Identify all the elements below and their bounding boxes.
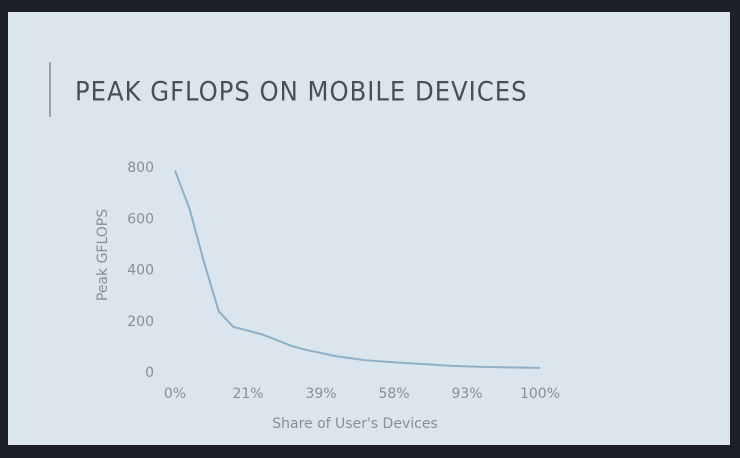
x-tick-label: 58% [378,386,409,402]
y-tick-label: 800 [127,160,154,176]
y-tick-label: 400 [127,263,154,279]
x-tick-label: 93% [451,386,482,402]
y-tick-label: 200 [127,314,154,330]
data-line [174,170,541,369]
x-tick-label: 0% [164,386,186,402]
slide [8,12,730,445]
x-axis-label: Share of User's Devices [272,416,437,432]
chart-title: PEAK GFLOPS ON MOBILE DEVICES [75,77,528,108]
y-tick-label: 0 [145,365,154,381]
y-tick-label: 600 [127,211,154,227]
x-tick-label: 100% [520,386,560,402]
x-tick-label: 21% [232,386,263,402]
y-axis-label: Peak GFLOPS [95,209,111,301]
x-tick-label: 39% [305,386,336,402]
